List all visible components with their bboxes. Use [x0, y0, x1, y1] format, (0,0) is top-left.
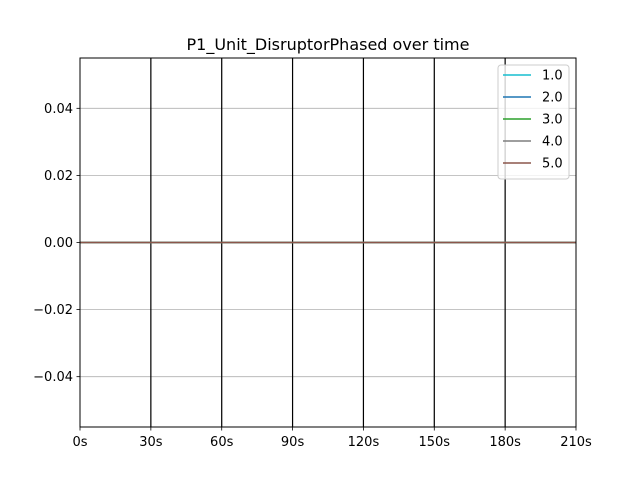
legend-label: 5.0 — [542, 157, 563, 172]
x-axis: 0s 30s 60s 90s 120s 150s 180s 210s — [72, 427, 592, 450]
x-tick-label: 60s — [210, 435, 234, 450]
legend-label: 2.0 — [542, 91, 563, 106]
legend-label: 1.0 — [542, 69, 563, 84]
x-tick-label: 120s — [348, 435, 380, 450]
x-tick-label: 90s — [281, 435, 305, 450]
x-tick-label: 30s — [139, 435, 163, 450]
y-tick-label: −0.02 — [33, 303, 73, 318]
legend-label: 3.0 — [542, 113, 563, 128]
y-axis: −0.04 −0.02 0.00 0.02 0.04 — [33, 102, 80, 385]
y-tick-label: 0.02 — [44, 169, 73, 184]
x-tick-label: 150s — [418, 435, 450, 450]
legend-box — [497, 64, 570, 180]
chart-title: P1_Unit_DisruptorPhased over time — [187, 35, 470, 55]
x-tick-label: 0s — [72, 435, 87, 450]
y-tick-label: 0.00 — [44, 236, 73, 251]
x-tick-label: 180s — [489, 435, 521, 450]
x-tick-label: 210s — [560, 435, 592, 450]
y-tick-label: −0.04 — [33, 370, 73, 385]
legend-label: 4.0 — [542, 135, 563, 150]
y-tick-label: 0.04 — [44, 102, 73, 117]
legend: 1.0 2.0 3.0 4.0 5.0 — [497, 64, 570, 180]
